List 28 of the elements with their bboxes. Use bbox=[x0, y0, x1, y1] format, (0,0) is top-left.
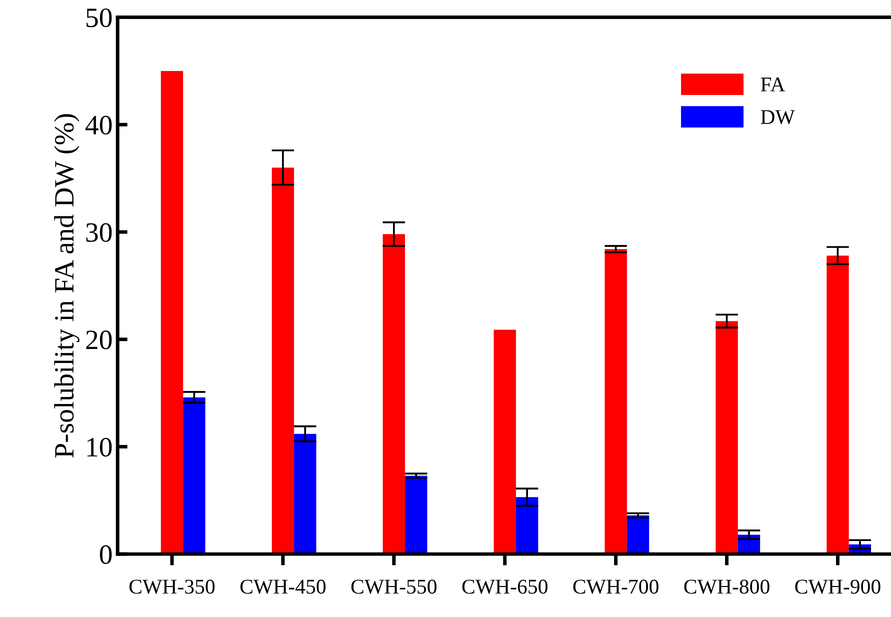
x-tick-label: CWH-900 bbox=[795, 580, 880, 594]
x-tick-label: CWH-800 bbox=[684, 580, 770, 594]
y-tick-label: 40 bbox=[86, 116, 112, 135]
bar bbox=[382, 234, 405, 554]
y-tick-label: 10 bbox=[87, 438, 112, 457]
bar bbox=[294, 434, 316, 554]
bar bbox=[183, 397, 206, 554]
bar bbox=[604, 249, 627, 554]
bar bbox=[404, 476, 428, 554]
bar bbox=[272, 168, 294, 554]
y-tick-label: 30 bbox=[86, 223, 112, 242]
x-tick-label: CWH-450 bbox=[240, 580, 326, 594]
bar bbox=[626, 515, 650, 554]
bar bbox=[716, 321, 738, 554]
x-tick-label: CWH-550 bbox=[351, 580, 436, 594]
x-tick-label: CWH-700 bbox=[573, 580, 658, 594]
bar bbox=[494, 330, 516, 554]
legend-label: FA bbox=[760, 78, 786, 92]
bar bbox=[516, 497, 538, 554]
x-tick-label: CWH-650 bbox=[462, 580, 548, 594]
legend-label: DW bbox=[760, 110, 795, 124]
bar bbox=[826, 256, 849, 554]
x-tick-label: CWH-350 bbox=[129, 580, 215, 594]
y-axis-title: P-solubility in FA and DW (%) bbox=[54, 114, 80, 458]
y-tick-label: 50 bbox=[86, 8, 112, 28]
y-tick-label: 20 bbox=[86, 330, 112, 350]
y-tick-label: 0 bbox=[100, 545, 112, 564]
bar bbox=[160, 70, 184, 554]
